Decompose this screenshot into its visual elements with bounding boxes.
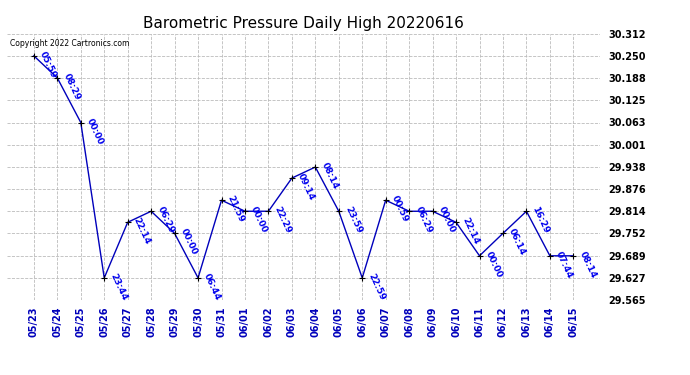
Text: 21:59: 21:59: [226, 194, 246, 224]
Text: 00:00: 00:00: [249, 205, 269, 235]
Text: Copyright 2022 Cartronics.com: Copyright 2022 Cartronics.com: [10, 39, 129, 48]
Text: 05:59: 05:59: [38, 50, 59, 80]
Text: 00:00: 00:00: [484, 250, 504, 279]
Text: 08:14: 08:14: [319, 161, 339, 191]
Text: 06:14: 06:14: [507, 227, 527, 257]
Text: 06:44: 06:44: [202, 272, 223, 302]
Text: 00:00: 00:00: [437, 205, 457, 235]
Text: 08:14: 08:14: [578, 250, 598, 280]
Text: 23:59: 23:59: [343, 205, 364, 235]
Text: 08:29: 08:29: [61, 72, 82, 102]
Text: 16:29: 16:29: [531, 205, 551, 235]
Text: 07:44: 07:44: [554, 250, 575, 280]
Text: 22:59: 22:59: [366, 272, 387, 302]
Text: 00:59: 00:59: [390, 194, 410, 224]
Title: Barometric Pressure Daily High 20220616: Barometric Pressure Daily High 20220616: [143, 16, 464, 31]
Text: 06:29: 06:29: [155, 205, 176, 235]
Text: 06:29: 06:29: [413, 205, 433, 235]
Text: 22:14: 22:14: [132, 216, 152, 246]
Text: 22:29: 22:29: [273, 205, 293, 235]
Text: 23:44: 23:44: [108, 272, 129, 302]
Text: 09:14: 09:14: [296, 172, 317, 202]
Text: 22:14: 22:14: [460, 216, 480, 246]
Text: 00:00: 00:00: [85, 117, 105, 146]
Text: 00:00: 00:00: [179, 227, 199, 257]
